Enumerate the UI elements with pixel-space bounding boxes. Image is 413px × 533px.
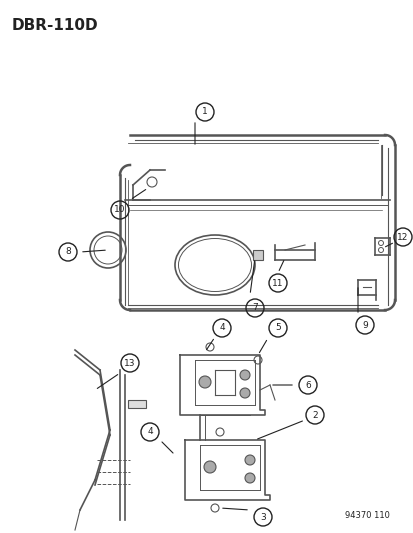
Text: 3: 3: [259, 513, 265, 521]
Text: 10: 10: [114, 206, 126, 214]
Circle shape: [240, 370, 249, 380]
Text: 13: 13: [124, 359, 135, 367]
Text: 8: 8: [65, 247, 71, 256]
Circle shape: [199, 376, 211, 388]
Text: 2: 2: [311, 410, 317, 419]
Circle shape: [244, 473, 254, 483]
Text: 9: 9: [361, 320, 367, 329]
Text: 6: 6: [304, 381, 310, 390]
Text: 7: 7: [252, 303, 257, 312]
FancyBboxPatch shape: [252, 250, 262, 260]
Text: 4: 4: [218, 324, 224, 333]
Text: DBR-110D: DBR-110D: [12, 18, 98, 33]
Circle shape: [240, 388, 249, 398]
FancyBboxPatch shape: [128, 400, 146, 408]
Text: 12: 12: [396, 232, 408, 241]
Text: 5: 5: [275, 324, 280, 333]
Text: 1: 1: [202, 108, 207, 117]
Circle shape: [204, 461, 216, 473]
Circle shape: [244, 455, 254, 465]
Text: 94370 110: 94370 110: [344, 511, 389, 520]
Text: 4: 4: [147, 427, 152, 437]
Text: 11: 11: [272, 279, 283, 287]
